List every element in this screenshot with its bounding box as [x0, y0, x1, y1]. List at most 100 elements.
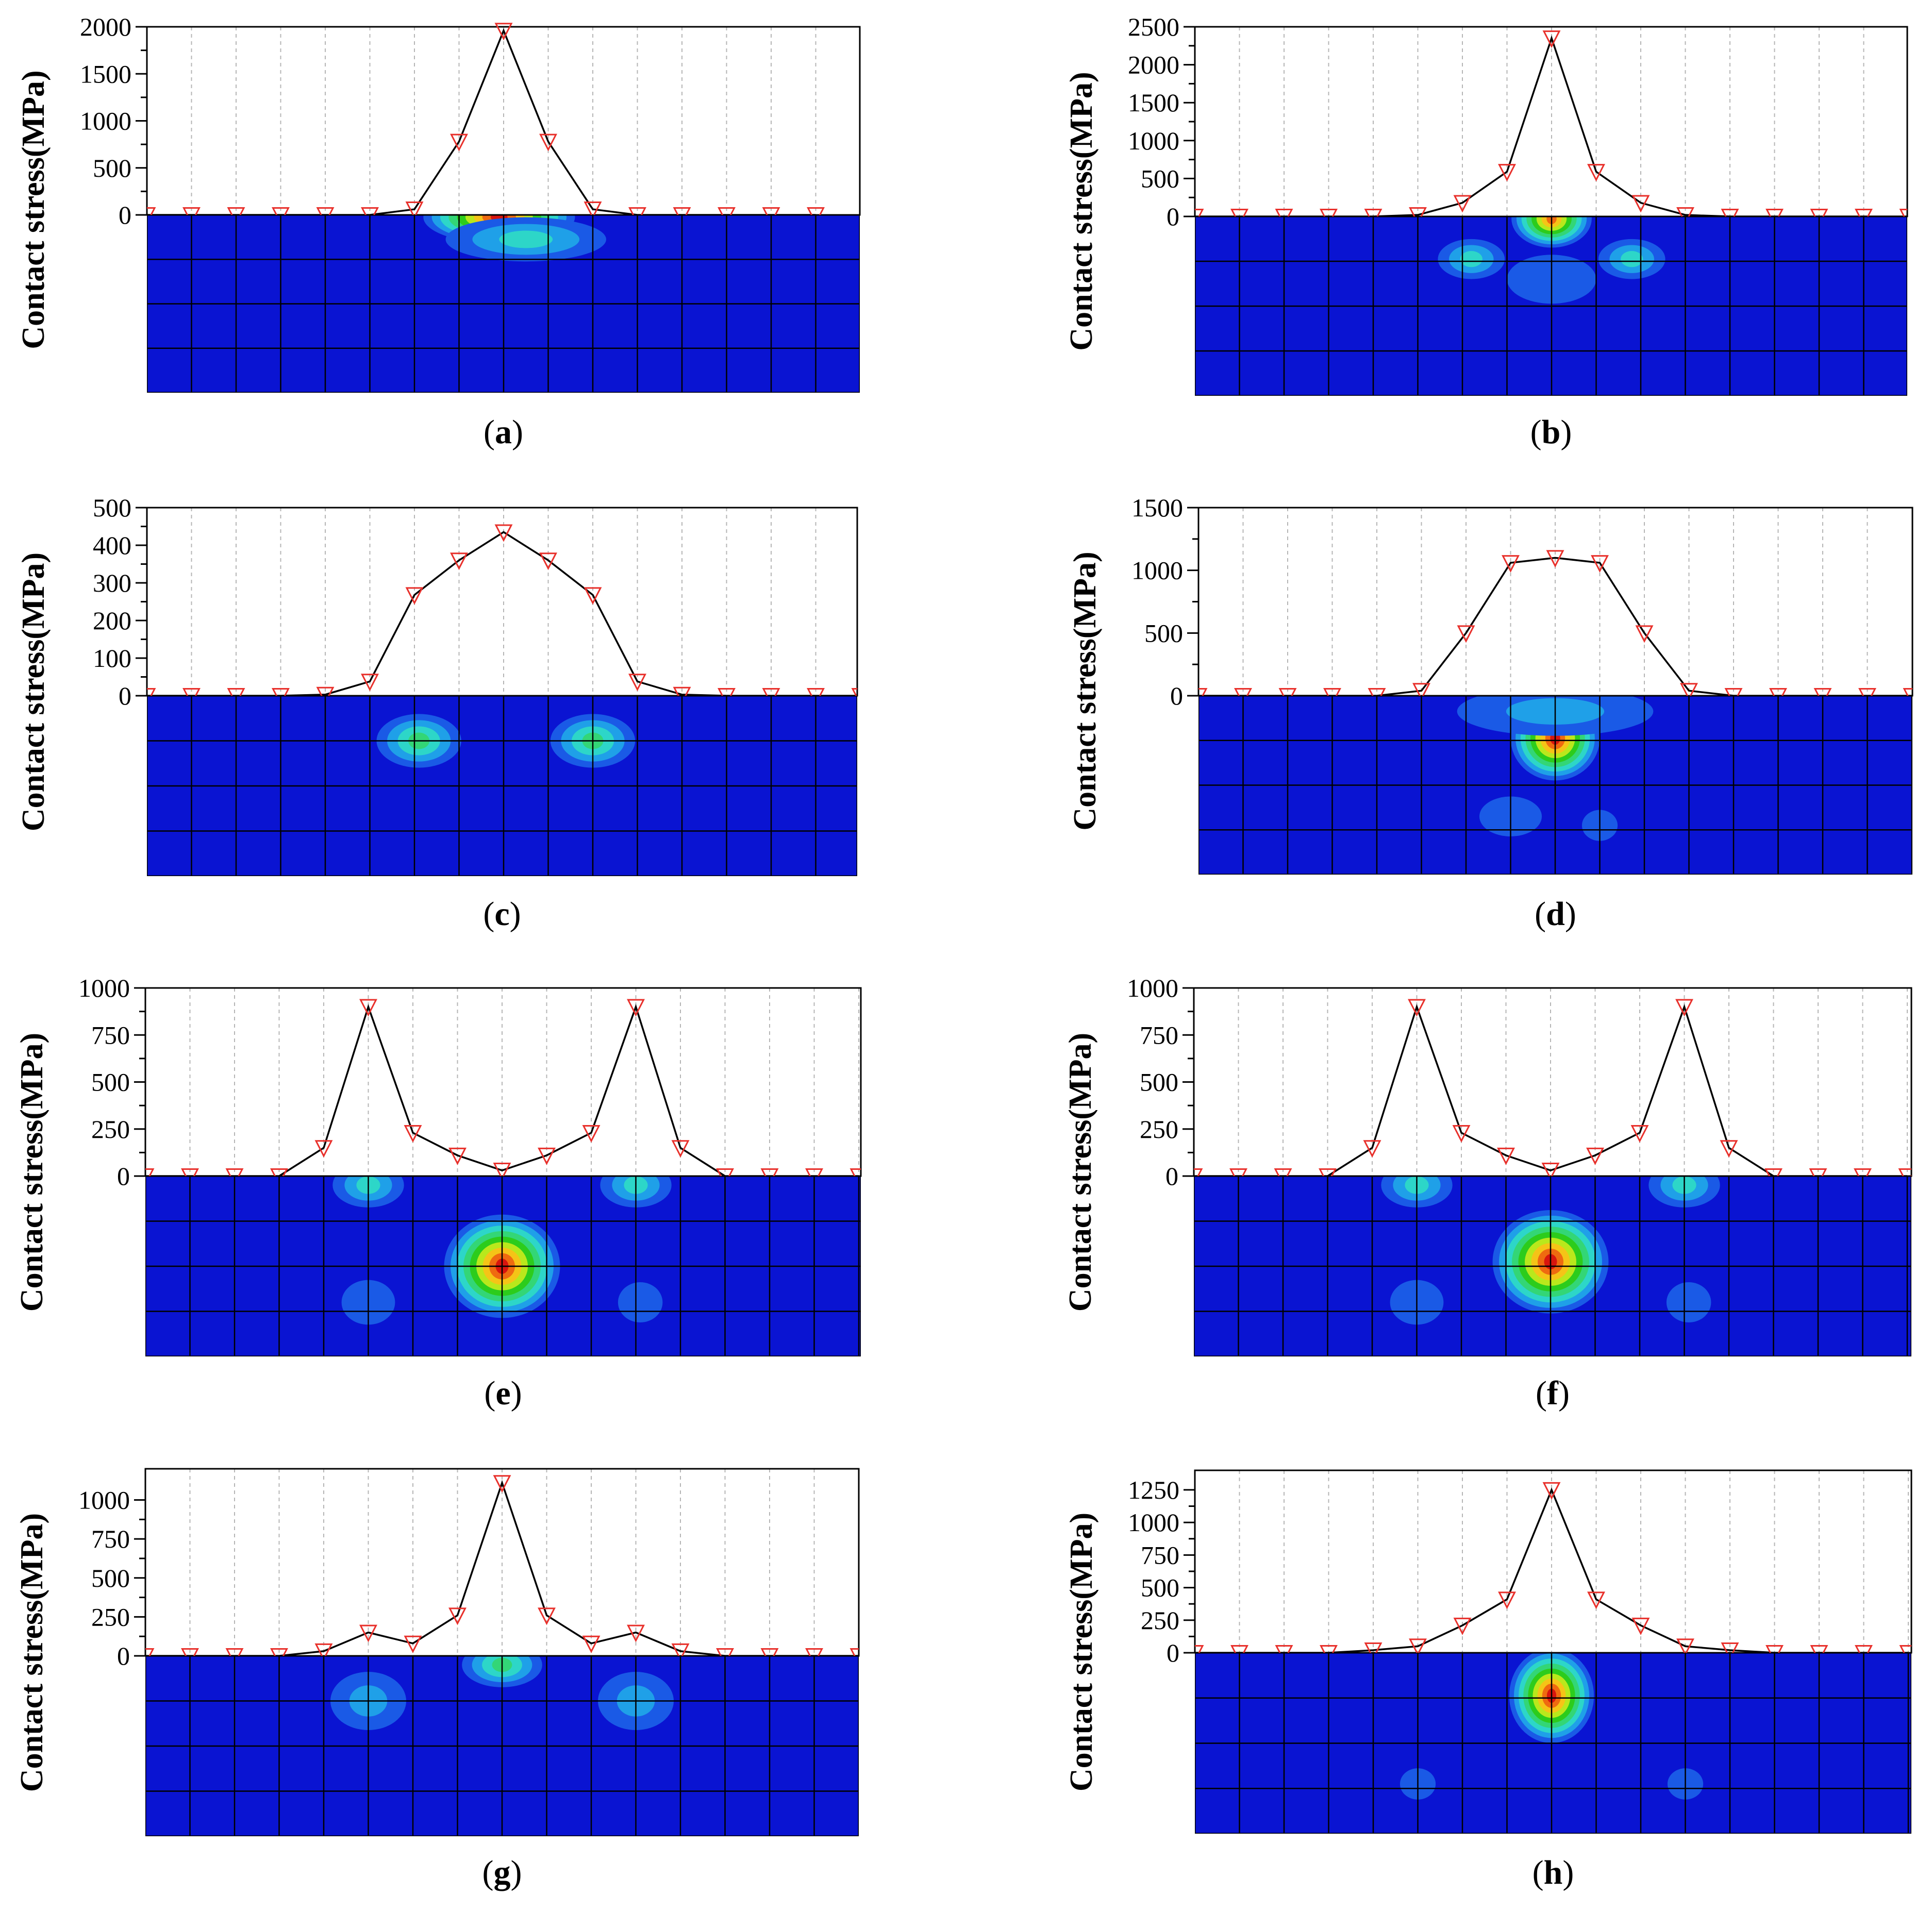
data-point	[1502, 555, 1520, 573]
y-tick-label: 0	[119, 200, 131, 229]
data-point	[1453, 1617, 1472, 1635]
stress-line	[1195, 35, 1907, 216]
y-tick-label: 1000	[78, 1486, 130, 1515]
data-point	[716, 1168, 734, 1176]
y-axis: 0 250 500 750 1000	[78, 1486, 145, 1670]
y-axis: 0 250 500 750 1000 1250	[1128, 1475, 1195, 1667]
panel-letter: c	[494, 895, 509, 933]
contour-level	[1621, 251, 1643, 267]
data-point	[1409, 207, 1427, 216]
y-tick-label: 500	[91, 1068, 130, 1097]
y-tick-label: 1000	[1127, 974, 1178, 1002]
stress-series	[147, 23, 825, 215]
data-point	[314, 1643, 333, 1656]
y-tick-label: 0	[119, 681, 131, 710]
contour-mesh	[147, 696, 857, 876]
plot-frame	[1194, 1469, 1912, 1654]
data-point	[1587, 164, 1605, 182]
data-point	[227, 207, 245, 215]
data-point	[1275, 209, 1293, 216]
y-tick-label: 500	[1141, 164, 1179, 193]
data-point	[760, 1648, 779, 1656]
stress-line	[145, 1003, 859, 1176]
data-point	[1542, 30, 1561, 48]
data-point	[1899, 1645, 1911, 1653]
data-point	[1724, 688, 1743, 696]
stress-series	[1195, 30, 1907, 216]
data-point	[673, 207, 691, 215]
data-point	[404, 1635, 422, 1653]
stress-contour-field	[145, 1176, 861, 1356]
vertical-grid	[1238, 988, 1908, 1176]
stress-contour-field	[1195, 1653, 1911, 1834]
data-point	[1858, 688, 1876, 696]
data-point	[716, 1648, 734, 1656]
data-point	[270, 1648, 288, 1656]
y-tick-label: 750	[1141, 1540, 1179, 1569]
contour-hotspot	[445, 217, 606, 262]
data-point	[227, 688, 245, 696]
data-point	[1453, 195, 1472, 213]
y-tick-label: 750	[91, 1524, 130, 1553]
contour-mesh	[147, 215, 860, 393]
data-point	[1320, 1645, 1338, 1653]
y-tick-label: 0	[1167, 1638, 1179, 1667]
panel-e: 0 250 500 750 1000 Contact stress(MPa) (e)	[14, 974, 862, 1412]
panel-f: 0 250 500 750 1000 Contact stress(MPa) (f)	[1063, 974, 1912, 1412]
y-tick-label: 1000	[1131, 556, 1183, 585]
data-point	[1408, 999, 1426, 1017]
data-point	[1813, 688, 1832, 696]
data-point	[1855, 1645, 1873, 1653]
stress-line	[147, 28, 816, 215]
data-point	[270, 1168, 288, 1176]
y-tick-label: 250	[91, 1602, 130, 1631]
data-point	[1676, 1638, 1694, 1653]
data-point	[760, 1168, 779, 1176]
panel-g: 0 250 500 750 1000 Contact stress(MPa) (g)	[14, 1468, 860, 1891]
data-point	[1675, 999, 1693, 1017]
panel-caption: (e)	[484, 1374, 522, 1412]
data-point	[1230, 209, 1248, 216]
data-point	[361, 207, 379, 215]
data-point	[1457, 625, 1475, 643]
data-point	[1721, 1642, 1739, 1653]
data-point	[1319, 1168, 1337, 1176]
panel-caption: (b)	[1530, 413, 1572, 451]
contour-mesh	[1194, 1176, 1911, 1356]
vertical-grid	[1239, 1470, 1909, 1653]
data-point	[671, 1140, 690, 1158]
data-point	[1631, 195, 1650, 213]
stress-line	[145, 1480, 859, 1656]
plot-frame	[1193, 987, 1912, 1177]
panel-a: 0 500 1000 1500 2000 Contact stress(MPa) (a)	[16, 12, 861, 451]
panel-letter: a	[495, 413, 512, 451]
data-point	[582, 1125, 601, 1143]
data-point	[1541, 1163, 1560, 1176]
panel-caption: (g)	[482, 1854, 522, 1891]
data-point	[673, 686, 691, 696]
data-point	[1498, 164, 1516, 182]
data-point	[359, 1624, 377, 1642]
data-point	[1278, 688, 1297, 696]
data-point	[1720, 1140, 1738, 1158]
data-point	[539, 133, 557, 152]
y-axis: 0 500 1000 1500 2000	[80, 12, 147, 229]
data-point	[805, 1648, 823, 1656]
data-point	[1229, 1168, 1247, 1176]
y-tick-label: 1500	[80, 59, 131, 88]
vertical-grid	[191, 508, 817, 696]
y-axis-label: Contact stress(MPa)	[14, 1033, 49, 1312]
data-point	[1363, 1140, 1381, 1158]
panel-letter: b	[1542, 413, 1561, 451]
y-tick-label: 500	[1141, 1573, 1179, 1602]
y-tick-label: 500	[91, 1564, 130, 1592]
data-point	[628, 674, 646, 692]
contour-level	[618, 1282, 663, 1322]
plot-frame	[144, 987, 862, 1177]
y-tick-label: 2000	[1128, 51, 1179, 79]
y-tick-label: 0	[1165, 1162, 1178, 1190]
data-point	[316, 686, 335, 696]
data-point	[1498, 1591, 1516, 1609]
data-point	[1230, 1645, 1248, 1653]
